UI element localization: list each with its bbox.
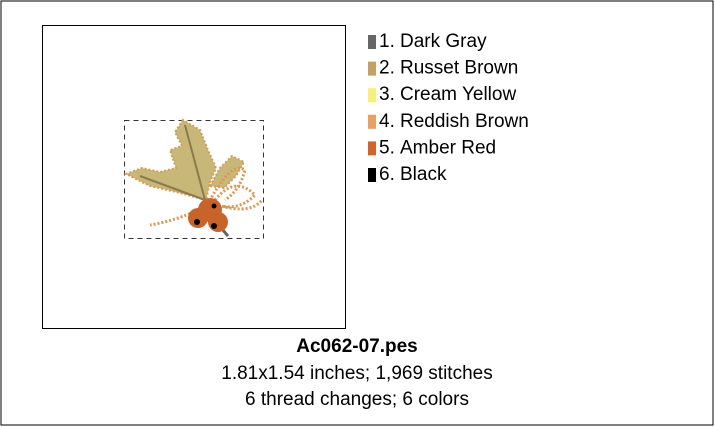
thread-number: 1. (379, 31, 395, 52)
thread-number: 5. (379, 137, 395, 158)
thread-number: 3. (379, 84, 395, 105)
berry-dot (211, 223, 217, 229)
thread-swatch (368, 168, 376, 182)
thread-number: 2. (379, 58, 395, 79)
berry (208, 212, 228, 232)
design-size: 1.81x1.54 inches; 1,969 stitches (221, 363, 492, 384)
thread-name: Dark Gray (400, 31, 487, 52)
thread-swatch (368, 88, 376, 103)
berry-dot (194, 219, 200, 225)
leaf (208, 154, 246, 190)
thread-number: 4. (379, 111, 395, 132)
thread-name: Amber Red (400, 137, 496, 158)
berry-dot (211, 203, 217, 209)
thread-name: Russet Brown (400, 58, 518, 79)
design-preview (123, 118, 264, 239)
thread-name: Reddish Brown (400, 111, 529, 132)
thread-swatch (368, 61, 376, 76)
filename: Ac062-07.pes (296, 336, 417, 357)
leaf-vein (139, 124, 206, 201)
thread-swatch (368, 114, 376, 129)
thread-swatch (368, 141, 376, 156)
thread-number: 6. (379, 164, 395, 185)
thread-name: Black (400, 164, 447, 185)
berry (188, 208, 208, 228)
design-colors: 6 thread changes; 6 colors (245, 389, 469, 410)
thread-swatch (368, 35, 376, 49)
thread-name: Cream Yellow (400, 84, 516, 105)
design-bounds (124, 120, 264, 239)
